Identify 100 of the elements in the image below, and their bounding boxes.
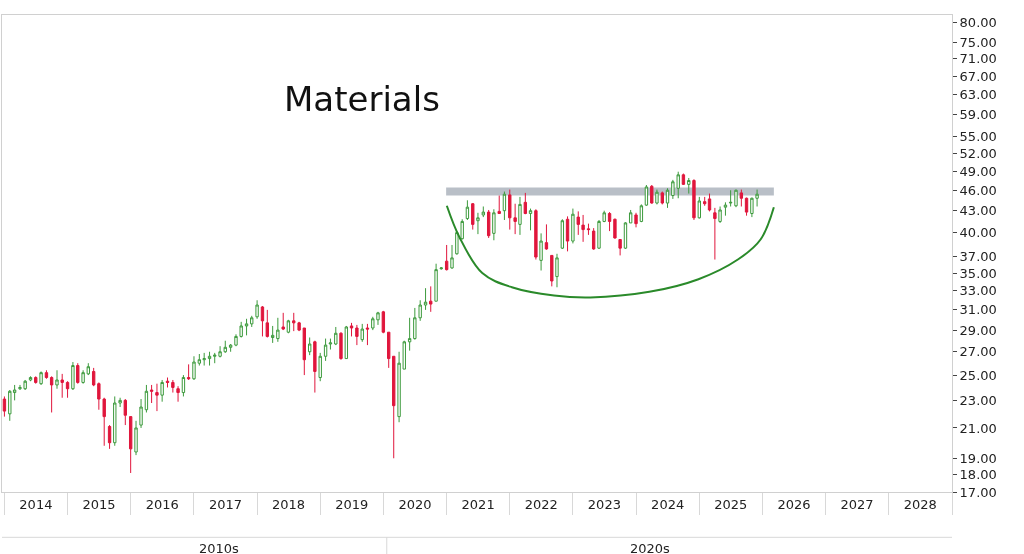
y-tick-label: 52.00 bbox=[959, 145, 997, 161]
candlestick bbox=[339, 331, 343, 361]
candlestick bbox=[123, 398, 127, 426]
candlestick bbox=[307, 337, 312, 356]
line-series bbox=[445, 204, 775, 299]
candlestick bbox=[497, 195, 501, 215]
candlestick bbox=[334, 326, 338, 346]
candlestick bbox=[76, 362, 80, 385]
y-tick-label: 67.00 bbox=[959, 68, 997, 84]
candlestick bbox=[197, 353, 202, 367]
candlestick bbox=[534, 208, 538, 261]
candlestick bbox=[323, 338, 328, 362]
candlestick bbox=[160, 379, 164, 403]
candlestick bbox=[360, 323, 364, 343]
candlestick bbox=[713, 207, 717, 261]
candlestick bbox=[407, 317, 412, 352]
y-tick-label: 18.00 bbox=[959, 467, 997, 483]
candlestick bbox=[355, 324, 359, 346]
y-tick-label: 33.00 bbox=[959, 283, 997, 299]
candlestick bbox=[2, 395, 7, 418]
candlestick bbox=[128, 416, 133, 474]
candlestick bbox=[703, 196, 707, 207]
x-tick-label: 2022 bbox=[524, 496, 558, 512]
candlestick bbox=[429, 285, 433, 313]
text: Materials bbox=[284, 79, 440, 119]
candlestick bbox=[444, 244, 449, 271]
candlestick bbox=[744, 197, 749, 217]
candlestick bbox=[528, 208, 533, 231]
candlestick bbox=[665, 187, 670, 209]
y-tick-label: 21.00 bbox=[959, 420, 997, 436]
x-tick-label: 2020 bbox=[398, 496, 432, 512]
candlestick bbox=[728, 189, 733, 207]
candlestick bbox=[465, 199, 470, 221]
candlestick bbox=[44, 369, 49, 380]
candlestick bbox=[265, 309, 269, 338]
candlestick bbox=[450, 244, 454, 270]
x-tick-label: 2015 bbox=[82, 496, 116, 512]
candlestick bbox=[723, 201, 728, 217]
candlestick bbox=[318, 352, 322, 382]
candlestick bbox=[697, 196, 702, 220]
y-tick-label: 35.00 bbox=[959, 265, 997, 281]
candlestick bbox=[523, 192, 528, 215]
x-tick-label: 2023 bbox=[587, 496, 621, 512]
candlestick bbox=[544, 223, 549, 251]
y-tick-label: 80.00 bbox=[959, 15, 997, 31]
text: 2020s bbox=[630, 541, 671, 554]
y-tick-label: 40.00 bbox=[959, 225, 997, 241]
candlestick bbox=[655, 189, 659, 205]
candlestick bbox=[586, 223, 591, 236]
candlestick bbox=[139, 398, 143, 429]
candlestick bbox=[439, 266, 443, 271]
y-tick-label: 25.00 bbox=[959, 367, 997, 383]
y-tick-label: 43.00 bbox=[959, 203, 997, 219]
candlestick bbox=[434, 263, 438, 302]
candlestick bbox=[476, 212, 480, 235]
candlestick bbox=[55, 369, 59, 390]
candlestick bbox=[134, 420, 138, 456]
x-tick-label: 2017 bbox=[208, 496, 242, 512]
x-tick-label: 2025 bbox=[714, 496, 748, 512]
candlestick bbox=[539, 232, 543, 271]
candlestick bbox=[660, 191, 664, 205]
candlestick bbox=[186, 363, 191, 381]
candlestick bbox=[286, 319, 291, 334]
candlestick bbox=[613, 218, 617, 240]
candlestick bbox=[207, 351, 212, 367]
candlestick bbox=[34, 375, 38, 385]
candlestick bbox=[560, 218, 565, 250]
y-tick-label: 27.00 bbox=[959, 344, 997, 360]
candlestick bbox=[623, 221, 628, 250]
candlestick bbox=[176, 385, 180, 403]
candlestick bbox=[634, 212, 638, 228]
candlestick bbox=[471, 202, 475, 231]
candlestick bbox=[687, 177, 691, 195]
candlestick bbox=[281, 312, 285, 331]
candlestick bbox=[250, 315, 254, 328]
candlestick bbox=[255, 299, 259, 320]
candlestick bbox=[149, 384, 154, 404]
y-tick-label: 31.00 bbox=[959, 302, 997, 318]
x-tick-label: 2024 bbox=[651, 496, 685, 512]
candlestick bbox=[107, 424, 112, 450]
y-tick-label: 49.00 bbox=[959, 163, 997, 179]
candlestick bbox=[192, 355, 196, 381]
candlestick bbox=[628, 209, 633, 224]
y-tick-label: 55.00 bbox=[959, 128, 997, 144]
y-tick-label: 75.00 bbox=[959, 34, 997, 50]
x-tick-label: 2018 bbox=[272, 496, 306, 512]
candlestick bbox=[555, 253, 559, 288]
candlestick bbox=[550, 254, 554, 287]
candlestick bbox=[734, 189, 738, 208]
y-tick-label: 23.00 bbox=[959, 392, 997, 408]
candlestick bbox=[165, 377, 170, 388]
candlestick bbox=[181, 374, 186, 397]
y-tick-label: 59.00 bbox=[959, 107, 997, 123]
candlestick bbox=[60, 373, 64, 399]
candlestick bbox=[423, 287, 428, 311]
candlestick bbox=[49, 375, 54, 413]
y-tick-label: 19.00 bbox=[959, 450, 997, 466]
x-tick-label: 2016 bbox=[145, 496, 179, 512]
candlestick bbox=[381, 310, 386, 334]
x-tick-label: 2021 bbox=[461, 496, 495, 512]
